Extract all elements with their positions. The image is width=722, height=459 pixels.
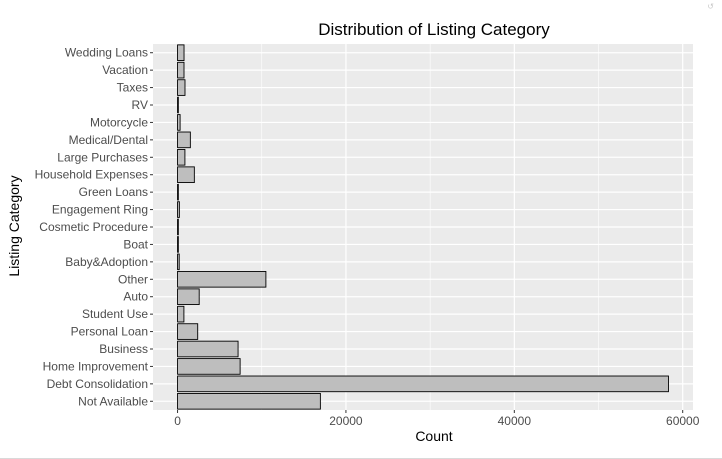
bar-medical-dental[interactable] [177, 131, 191, 149]
bar-auto[interactable] [177, 288, 200, 306]
y-tick-label: Other [118, 272, 148, 286]
x-tick-label: 0 [174, 414, 181, 428]
bar-rv[interactable] [177, 96, 179, 114]
x-tick-label: 40000 [498, 414, 532, 428]
y-tick-label: Business [99, 342, 148, 356]
y-tick-label: Home Improvement [43, 359, 149, 373]
bar-taxes[interactable] [177, 79, 186, 96]
y-tick-label: Medical/Dental [69, 133, 148, 147]
y-tick-label: RV [132, 98, 148, 112]
bar-baby-adoption[interactable] [177, 253, 180, 271]
y-tick-label: Not Available [78, 394, 148, 408]
y-tick-label: Personal Loan [71, 325, 148, 339]
bar-home-improvement[interactable] [177, 358, 241, 375]
bar-large-purchases[interactable] [177, 148, 186, 166]
bar-personal-loan[interactable] [177, 323, 199, 340]
y-tick-label: Debt Consolidation [47, 377, 148, 391]
y-tick-label: Baby&Adoption [65, 255, 148, 269]
bar-cosmetic-procedure[interactable] [177, 218, 179, 236]
bar-wedding-loans[interactable] [177, 44, 185, 62]
y-axis: Not Available Debt Consolidation Home Impr… [35, 46, 153, 408]
bar-motorcycle[interactable] [177, 114, 181, 131]
bar-vacation[interactable] [177, 61, 185, 79]
x-axis-label: Count [415, 428, 453, 444]
x-tick-label: 20000 [329, 414, 363, 428]
y-tick-label: Auto [123, 290, 148, 304]
y-tick-label: Green Loans [79, 185, 148, 199]
y-tick-label: Wedding Loans [65, 46, 148, 60]
y-tick-label: Household Expenses [35, 168, 148, 182]
y-tick-label: Large Purchases [57, 150, 148, 164]
x-tick-label: 60000 [666, 414, 700, 428]
bar-student-use[interactable] [177, 305, 185, 323]
y-tick-label: Student Use [82, 307, 148, 321]
chart-title: Distribution of Listing Category [318, 20, 550, 39]
bar-green-loans[interactable] [177, 183, 179, 201]
bar-layer [177, 44, 669, 410]
bar-boat[interactable] [177, 236, 179, 253]
y-tick-label: Boat [123, 237, 148, 251]
bar-debt-consolidation[interactable] [177, 375, 669, 393]
y-tick-label: Engagement Ring [52, 203, 148, 217]
refresh-icon[interactable]: ↺ [707, 2, 714, 11]
y-tick-label: Cosmetic Procedure [39, 220, 148, 234]
y-tick-label: Taxes [117, 81, 148, 95]
bar-engagement-ring[interactable] [177, 201, 180, 218]
bar-business[interactable] [177, 340, 239, 358]
bar-other[interactable] [177, 270, 267, 288]
bar-not-available[interactable] [177, 392, 321, 410]
y-tick-label: Vacation [102, 63, 148, 77]
y-tick-label: Motorcycle [90, 115, 148, 129]
bar-household-expenses[interactable] [177, 166, 195, 184]
grid-layer [153, 44, 693, 410]
x-axis: 0 20000 40000 60000 [174, 410, 700, 428]
